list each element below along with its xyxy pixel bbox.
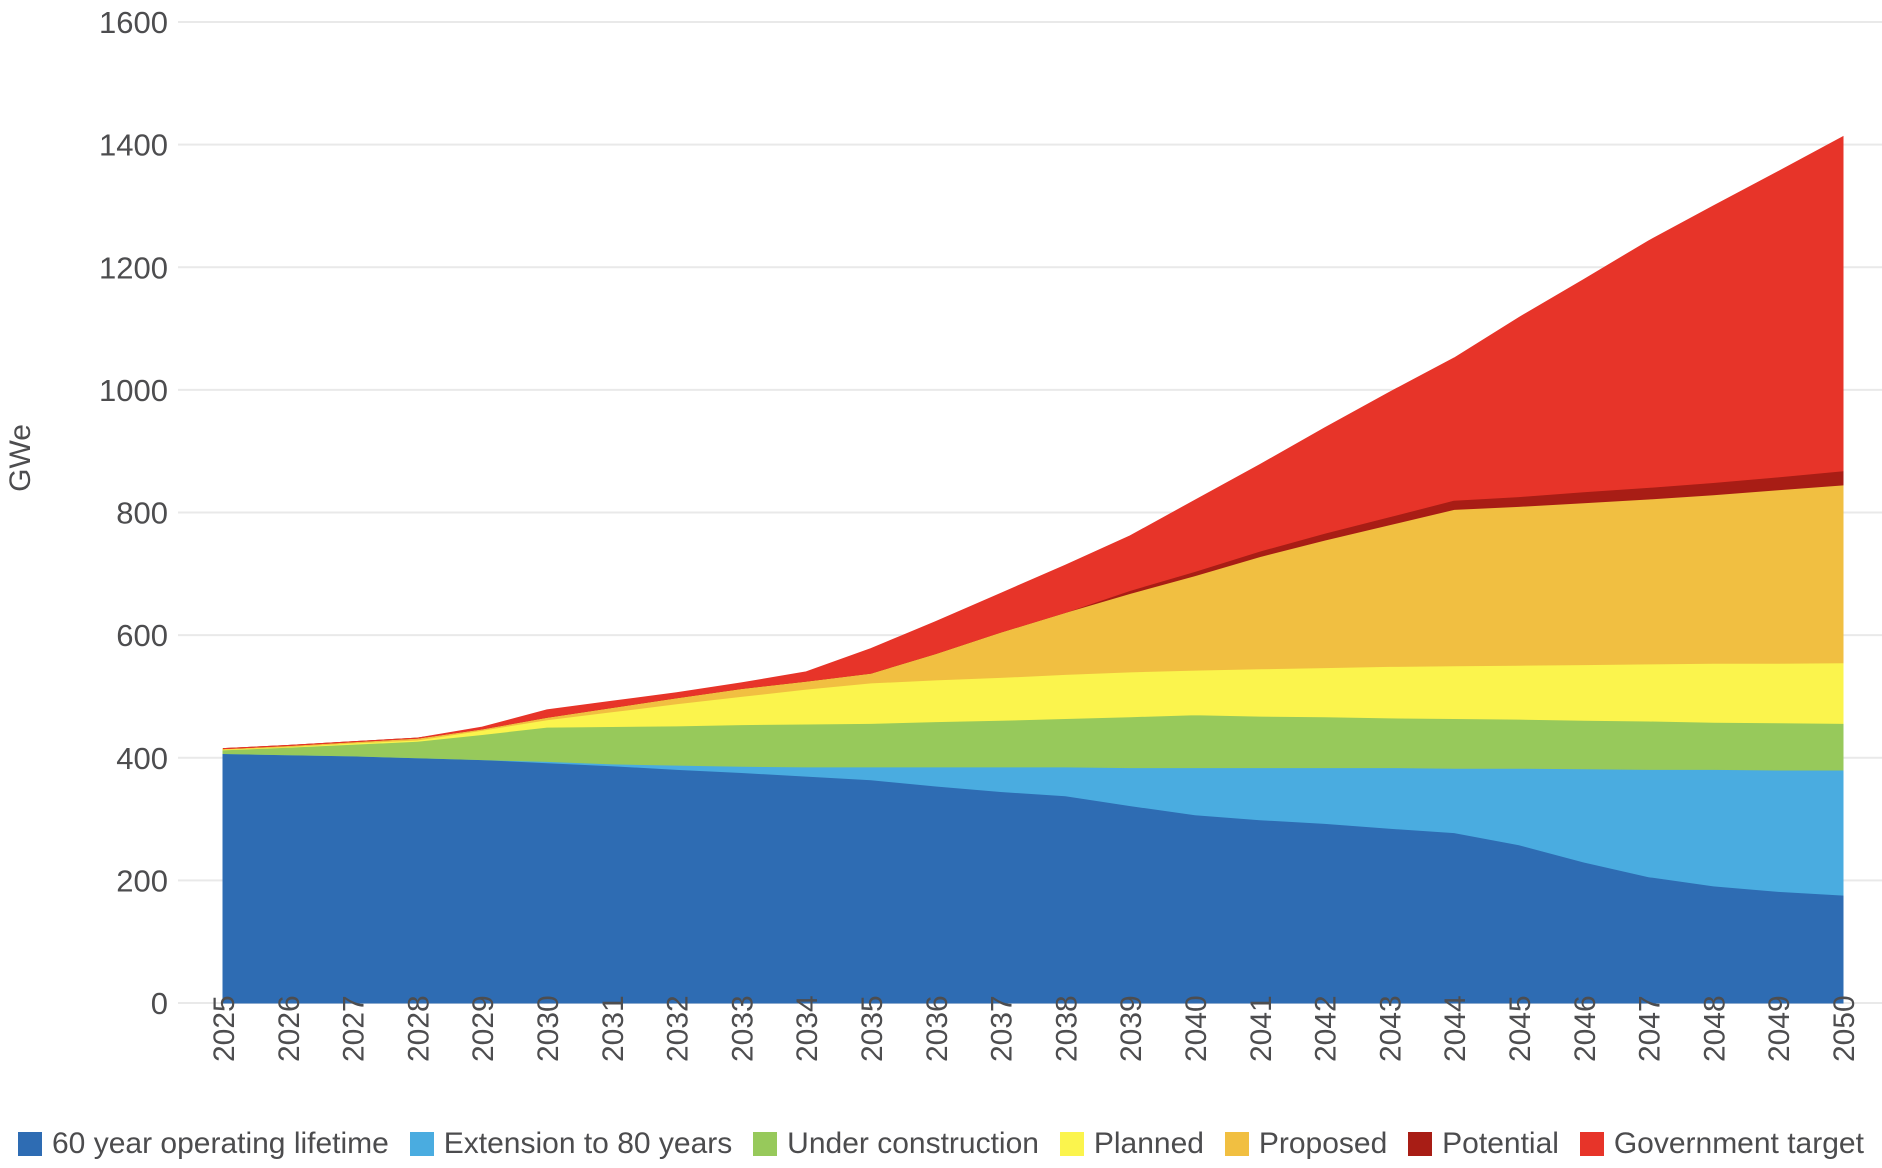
legend-swatch-icon — [1408, 1132, 1433, 1156]
x-tick-2037: 2037 — [986, 995, 1019, 1062]
y-tick-600: 600 — [116, 618, 168, 653]
legend-item-60-year-operating-lifetime[interactable]: 60 year operating lifetime — [18, 1127, 389, 1161]
y-axis-tick-labels: 0 200 400 600 800 1000 1200 1400 1600 — [99, 5, 168, 1021]
legend-swatch-icon — [1224, 1132, 1249, 1156]
x-tick-2042: 2042 — [1310, 995, 1343, 1062]
legend-label: Extension to 80 years — [443, 1127, 733, 1160]
x-tick-2026: 2026 — [273, 995, 306, 1062]
x-tick-2033: 2033 — [726, 995, 759, 1062]
x-tick-2048: 2048 — [1698, 995, 1731, 1062]
stacked-areas — [222, 135, 1844, 1004]
y-tick-400: 400 — [116, 741, 168, 776]
x-tick-2031: 2031 — [597, 995, 630, 1062]
chart-legend: 60 year operating lifetime Extension to 8… — [0, 1120, 1882, 1168]
legend-label: 60 year operating lifetime — [52, 1127, 389, 1160]
x-tick-2035: 2035 — [856, 995, 889, 1062]
y-tick-200: 200 — [116, 863, 168, 898]
legend-label: Planned — [1093, 1127, 1204, 1160]
x-tick-2034: 2034 — [791, 995, 824, 1062]
legend-swatch-icon — [753, 1132, 778, 1156]
legend-swatch-icon — [18, 1132, 42, 1156]
legend-label: Government target — [1613, 1127, 1864, 1160]
legend-label: Under construction — [787, 1127, 1039, 1160]
y-tick-0: 0 — [151, 986, 168, 1021]
legend-swatch-icon — [1059, 1132, 1084, 1156]
legend-item-under-construction[interactable]: Under construction — [753, 1127, 1039, 1161]
legend-label: Potential — [1442, 1127, 1559, 1160]
legend-item-proposed[interactable]: Proposed — [1224, 1127, 1388, 1161]
legend-swatch-icon — [409, 1132, 434, 1156]
x-tick-2047: 2047 — [1634, 995, 1667, 1062]
legend-label: Proposed — [1258, 1127, 1388, 1160]
x-tick-2029: 2029 — [467, 995, 500, 1062]
x-tick-2040: 2040 — [1180, 995, 1213, 1062]
y-tick-1000: 1000 — [99, 373, 168, 408]
y-tick-1400: 1400 — [99, 128, 168, 163]
x-tick-2038: 2038 — [1050, 995, 1083, 1062]
y-axis-title: GWe — [4, 424, 37, 492]
y-tick-1200: 1200 — [99, 250, 168, 285]
x-tick-2043: 2043 — [1374, 995, 1407, 1062]
x-tick-2030: 2030 — [532, 995, 565, 1062]
x-tick-2027: 2027 — [338, 995, 371, 1062]
area-government-target — [222, 135, 1844, 750]
x-tick-2025: 2025 — [208, 995, 241, 1062]
x-tick-2032: 2032 — [662, 995, 695, 1062]
legend-item-extension-to-80-years[interactable]: Extension to 80 years — [409, 1127, 733, 1161]
legend-swatch-icon — [1579, 1132, 1604, 1156]
y-tick-800: 800 — [116, 496, 168, 531]
legend-item-planned[interactable]: Planned — [1059, 1127, 1204, 1161]
x-tick-2036: 2036 — [921, 995, 954, 1062]
x-tick-2028: 2028 — [402, 995, 435, 1062]
x-tick-2044: 2044 — [1439, 995, 1472, 1062]
x-tick-2046: 2046 — [1569, 995, 1602, 1062]
x-tick-2049: 2049 — [1763, 995, 1796, 1062]
x-tick-2050: 2050 — [1828, 995, 1861, 1062]
legend-item-government-target[interactable]: Government target — [1579, 1127, 1864, 1161]
y-tick-1600: 1600 — [99, 5, 168, 40]
legend-item-potential[interactable]: Potential — [1408, 1127, 1559, 1161]
x-tick-2039: 2039 — [1115, 995, 1148, 1062]
x-tick-2045: 2045 — [1504, 995, 1537, 1062]
x-axis-tick-labels: 2025 2026 2027 2028 2029 2030 2031 2032 2033 2034… — [208, 995, 1861, 1062]
x-tick-2041: 2041 — [1245, 995, 1278, 1062]
